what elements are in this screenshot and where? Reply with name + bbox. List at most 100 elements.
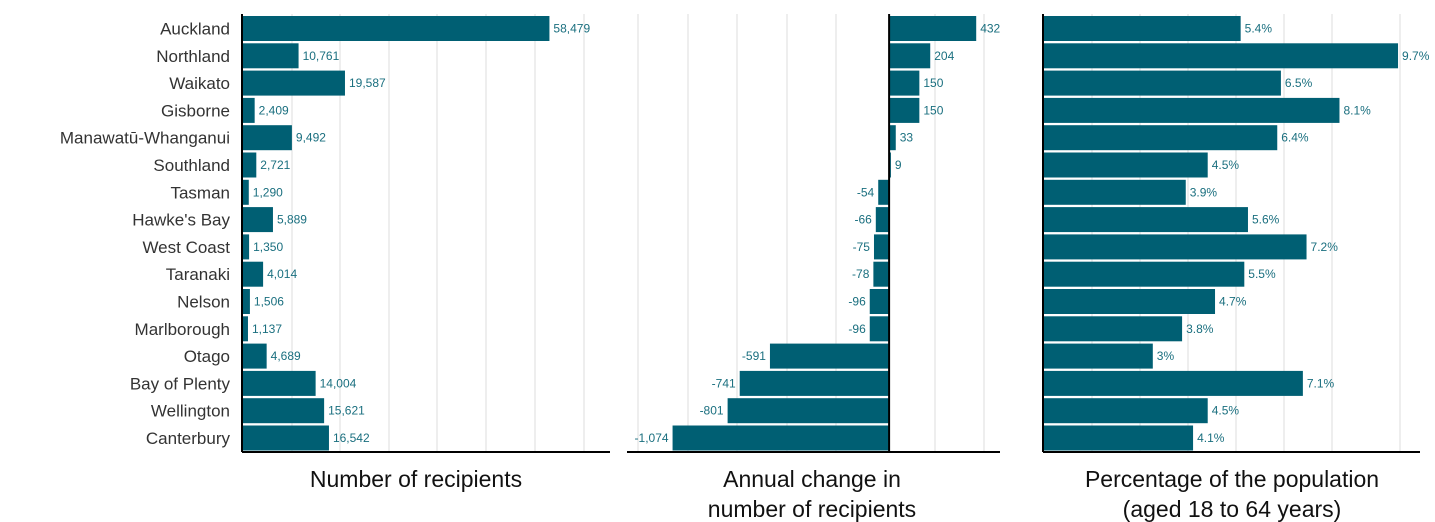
category-labels: Auckland Northland Waikato Gisborne Manawatū… — [60, 20, 231, 449]
category-label: Marlborough — [135, 320, 230, 339]
bar — [869, 316, 890, 342]
category-label: Northland — [156, 47, 230, 66]
axis-title: number of recipients — [708, 496, 916, 522]
bar — [242, 316, 248, 342]
bar — [242, 152, 257, 178]
bar — [242, 179, 249, 205]
data-label: 5.6% — [1252, 213, 1280, 227]
category-label: Bay of Plenty — [130, 374, 231, 393]
bar — [869, 289, 890, 314]
data-label: -54 — [857, 185, 875, 199]
bar — [1043, 16, 1241, 41]
category-label: Hawke's Bay — [132, 211, 230, 230]
bar — [1043, 125, 1278, 151]
bar — [1043, 152, 1208, 178]
bar — [242, 398, 325, 424]
data-label: 15,621 — [328, 404, 365, 418]
data-label: 150 — [923, 103, 943, 117]
data-label: 3.8% — [1186, 322, 1214, 336]
bar — [242, 16, 550, 41]
bars-layer — [242, 16, 1399, 451]
bar — [242, 125, 292, 151]
data-label: 10,761 — [303, 49, 340, 63]
data-label: 4.7% — [1219, 295, 1247, 309]
data-label: 4.5% — [1212, 404, 1240, 418]
value-labels: 58,479 10,761 19,587 2,409 9,492 2,721 1,290 5,… — [252, 22, 1430, 446]
category-label: Taranaki — [166, 265, 230, 284]
category-label: Waikato — [169, 74, 230, 93]
data-label: 4,689 — [271, 349, 301, 363]
data-label: 5.4% — [1245, 22, 1273, 36]
axis-titles: Number of recipients Annual change in numb… — [310, 466, 1379, 522]
data-label: 6.5% — [1285, 76, 1313, 90]
axis-title: Annual change in — [723, 466, 901, 492]
bar — [875, 207, 890, 233]
bar — [1043, 234, 1307, 260]
bar — [739, 370, 890, 396]
data-label: 33 — [900, 131, 914, 145]
bar — [242, 43, 299, 69]
axis-title: (aged 18 to 64 years) — [1123, 496, 1342, 522]
data-label: -591 — [742, 349, 766, 363]
data-label: 1,350 — [253, 240, 283, 254]
bar — [1043, 316, 1183, 342]
data-label: 7.1% — [1307, 376, 1335, 390]
bar — [1043, 261, 1245, 287]
bar — [1043, 43, 1399, 69]
data-label: 3% — [1157, 349, 1175, 363]
bar — [1043, 370, 1303, 396]
data-label: 58,479 — [553, 22, 590, 36]
data-label: 2,409 — [259, 103, 289, 117]
bar — [1043, 425, 1194, 451]
bar — [727, 398, 890, 424]
bar — [769, 343, 890, 369]
data-label: 7.2% — [1311, 240, 1339, 254]
bar — [672, 425, 890, 451]
data-label: 9.7% — [1402, 49, 1430, 63]
data-label: -96 — [848, 295, 866, 309]
data-label: 8.1% — [1343, 103, 1371, 117]
bar — [889, 70, 920, 96]
data-label: -801 — [700, 404, 724, 418]
axis-title: Number of recipients — [310, 466, 522, 492]
bar — [242, 207, 273, 233]
data-label: 1,506 — [254, 295, 284, 309]
data-label: 3.9% — [1190, 185, 1218, 199]
bar — [242, 97, 255, 123]
data-label: 4.1% — [1197, 431, 1225, 445]
bar — [1043, 97, 1340, 123]
bar — [1043, 289, 1216, 314]
data-label: 16,542 — [333, 431, 370, 445]
data-label: 1,137 — [252, 322, 282, 336]
data-label: -78 — [852, 267, 870, 281]
data-label: 5,889 — [277, 213, 307, 227]
data-label: 150 — [923, 76, 943, 90]
category-label: Manawatū-Whanganui — [60, 129, 230, 148]
grid-layer — [291, 14, 1401, 452]
data-label: -1,074 — [635, 431, 669, 445]
axes-layer — [241, 14, 1420, 453]
bar — [873, 261, 890, 287]
bar — [889, 125, 896, 151]
category-label: Canterbury — [146, 429, 231, 448]
data-label: 1,290 — [253, 185, 283, 199]
bar — [1043, 398, 1208, 424]
data-label: 5.5% — [1248, 267, 1276, 281]
data-label: -741 — [712, 376, 736, 390]
bar — [889, 43, 931, 69]
bar — [242, 289, 250, 314]
data-label: 6.4% — [1281, 131, 1309, 145]
bar — [1043, 343, 1153, 369]
category-label: Nelson — [177, 293, 230, 312]
bar — [1043, 207, 1248, 233]
data-label: 19,587 — [349, 76, 386, 90]
category-label: West Coast — [142, 238, 230, 257]
axis-title: Percentage of the population — [1085, 466, 1379, 492]
data-label: 4.5% — [1212, 158, 1240, 172]
bar — [889, 97, 920, 123]
data-label: -66 — [854, 213, 872, 227]
bar — [242, 343, 267, 369]
data-label: 2,721 — [260, 158, 290, 172]
category-label: Wellington — [151, 402, 230, 421]
